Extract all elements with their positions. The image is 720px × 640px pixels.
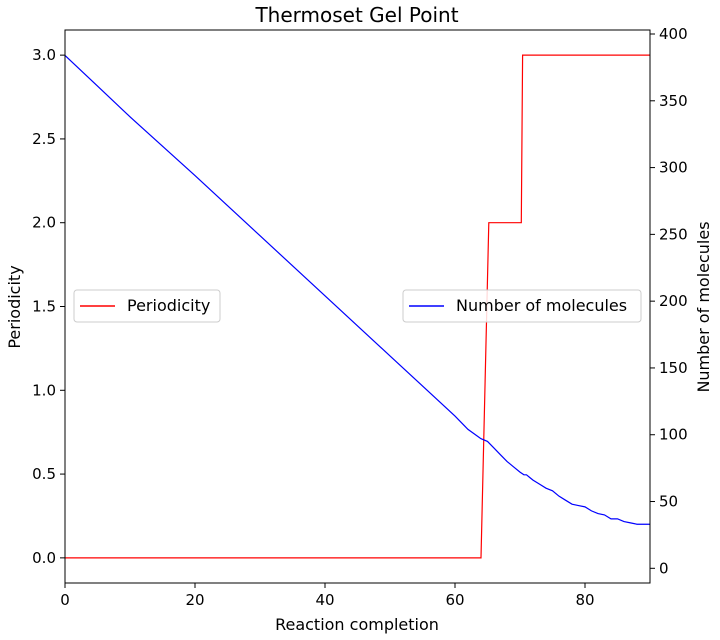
y-left-axis-ticks: 0.0 0.5 1.0 1.5 2.0 2.5 3.0: [32, 46, 65, 567]
y-right-tick-label: 0: [659, 559, 669, 577]
series-line-periodicity: [65, 54, 650, 559]
y-left-tick-label: 1.0: [32, 381, 56, 399]
x-tick-label: 40: [315, 591, 334, 609]
series-line-molecules: [64, 54, 650, 525]
y-left-tick-label: 0.0: [32, 549, 56, 567]
y-right-axis-title: Number of molecules: [694, 221, 713, 392]
x-tick-label: 0: [60, 591, 70, 609]
y-right-tick-label: 350: [659, 92, 688, 110]
legend-periodicity: Periodicity: [73, 289, 221, 323]
y-right-tick-label: 200: [659, 292, 688, 310]
y-right-tick-label: 50: [659, 493, 678, 511]
y-left-tick-label: 1.5: [32, 298, 56, 316]
legend-molecules: Number of molecules: [402, 289, 642, 323]
y-left-tick-label: 2.0: [32, 214, 56, 232]
x-axis-ticks: 0 20 40 60 80: [60, 583, 595, 609]
y-right-tick-label: 250: [659, 225, 688, 243]
x-axis-title: Reaction completion: [275, 615, 439, 634]
y-left-axis-title: Periodicity: [5, 265, 24, 348]
y-left-tick-label: 0.5: [32, 465, 56, 483]
x-tick-label: 80: [575, 591, 594, 609]
y-right-tick-label: 150: [659, 359, 688, 377]
y-left-tick-label: 3.0: [32, 46, 56, 64]
y-right-tick-label: 400: [659, 25, 688, 43]
legend-box: [73, 289, 221, 323]
legend-label: Number of molecules: [456, 296, 627, 315]
plot-lines: [64, 54, 650, 559]
legend-box: [402, 289, 642, 323]
y-right-tick-label: 100: [659, 426, 688, 444]
y-right-tick-label: 300: [659, 159, 688, 177]
y-left-tick-label: 2.5: [32, 130, 56, 148]
x-tick-label: 20: [185, 591, 204, 609]
chart-title: Thermoset Gel Point: [254, 3, 458, 27]
x-tick-label: 60: [445, 591, 464, 609]
legend-label: Periodicity: [127, 296, 210, 315]
y-right-axis-ticks: 0 50 100 150 200 250 300 350 400: [650, 25, 688, 577]
